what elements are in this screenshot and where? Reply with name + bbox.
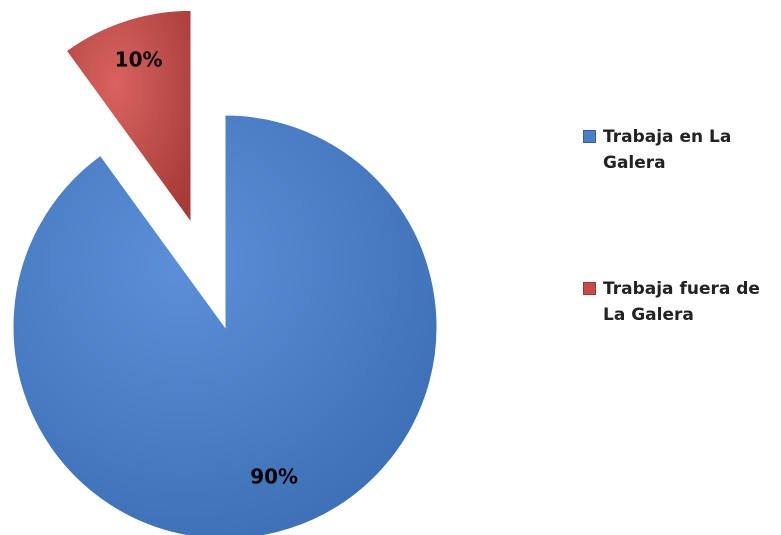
legend-swatch bbox=[583, 130, 596, 143]
legend-label: Trabaja en La Galera bbox=[603, 127, 732, 173]
pie-slice bbox=[12, 114, 438, 535]
legend-swatch bbox=[583, 282, 596, 295]
legend-item: Trabaja en La Galera bbox=[583, 124, 781, 176]
legend-label: Trabaja fuera de La Galera bbox=[603, 279, 760, 325]
slice-label: 90% bbox=[250, 465, 298, 489]
legend-item: Trabaja fuera de La Galera bbox=[583, 276, 781, 328]
slice-label: 10% bbox=[115, 48, 163, 72]
pie-slice bbox=[65, 9, 192, 224]
